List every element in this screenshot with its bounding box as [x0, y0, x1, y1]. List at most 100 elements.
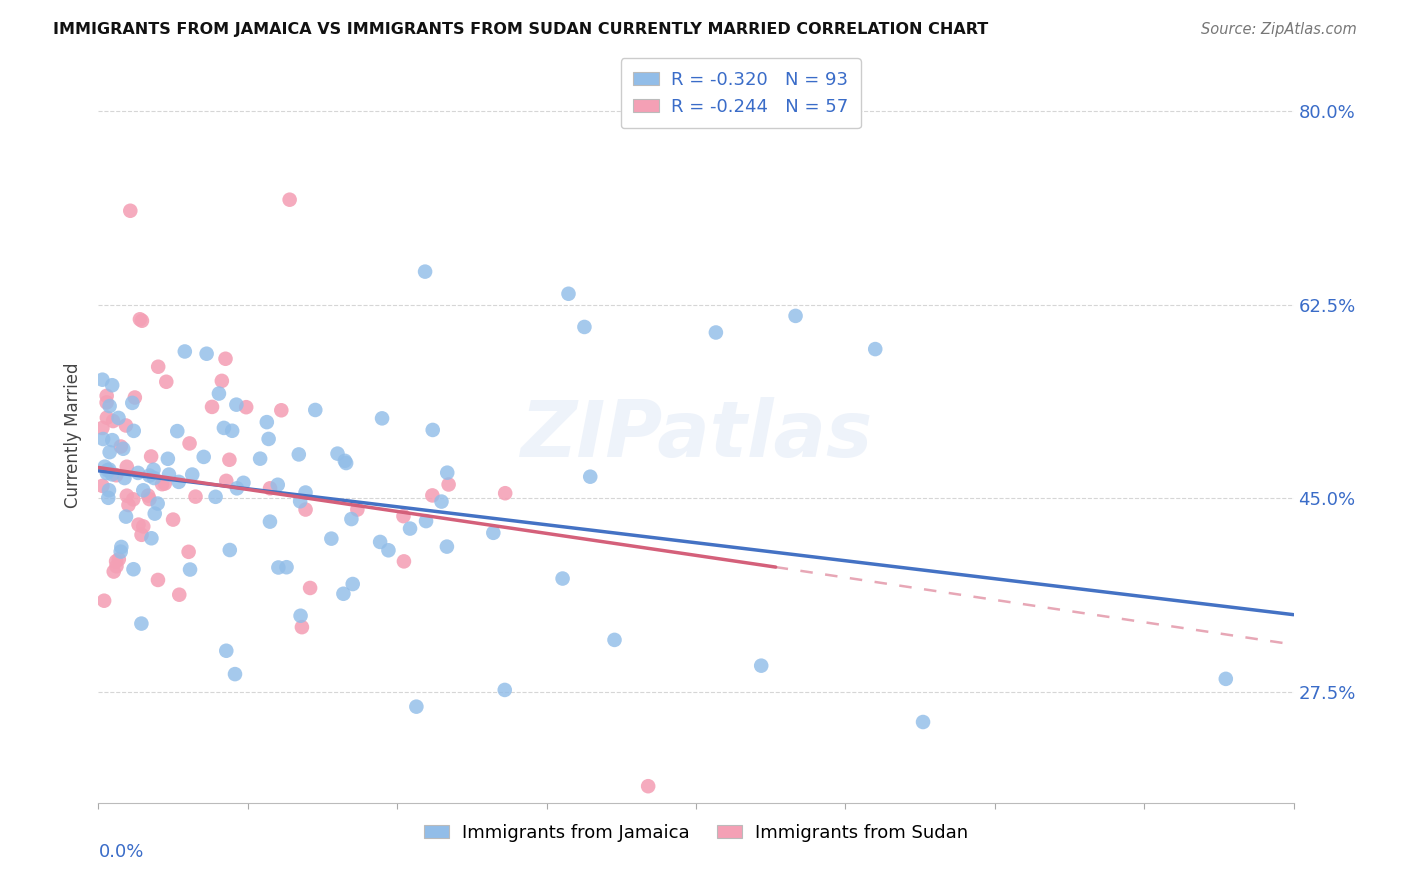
- Point: [122, 562, 145, 576]
- Point: [326, 447, 349, 461]
- Point: [105, 468, 128, 483]
- Point: [249, 451, 271, 466]
- Point: [422, 488, 444, 502]
- Point: [121, 396, 143, 410]
- Point: [557, 286, 579, 301]
- Point: [167, 588, 190, 602]
- Point: [179, 436, 201, 450]
- Point: [96, 463, 118, 477]
- Point: [257, 432, 280, 446]
- Point: [96, 466, 118, 480]
- Point: [290, 608, 312, 623]
- Point: [368, 535, 391, 549]
- Point: [143, 507, 166, 521]
- Point: [193, 450, 215, 464]
- Point: [494, 682, 516, 697]
- Point: [91, 373, 114, 387]
- Point: [637, 779, 659, 793]
- Point: [211, 374, 233, 388]
- Point: [96, 410, 118, 425]
- Point: [148, 359, 170, 374]
- Point: [98, 399, 121, 413]
- Point: [218, 543, 240, 558]
- Point: [304, 403, 326, 417]
- Point: [422, 423, 444, 437]
- Point: [98, 483, 121, 498]
- Legend: Immigrants from Jamaica, Immigrants from Sudan: Immigrants from Jamaica, Immigrants from…: [418, 816, 974, 849]
- Point: [107, 411, 129, 425]
- Point: [146, 497, 169, 511]
- Point: [288, 494, 311, 508]
- Point: [215, 474, 238, 488]
- Point: [785, 309, 807, 323]
- Point: [94, 459, 117, 474]
- Point: [436, 540, 458, 554]
- Y-axis label: Currently Married: Currently Married: [65, 362, 83, 508]
- Point: [96, 389, 118, 403]
- Point: [150, 477, 173, 491]
- Point: [278, 193, 301, 207]
- Point: [259, 515, 281, 529]
- Point: [131, 616, 153, 631]
- Point: [157, 467, 180, 482]
- Point: [212, 421, 235, 435]
- Point: [215, 644, 238, 658]
- Point: [912, 714, 935, 729]
- Point: [415, 514, 437, 528]
- Point: [179, 562, 201, 576]
- Point: [436, 466, 458, 480]
- Point: [103, 565, 125, 579]
- Point: [122, 424, 145, 438]
- Point: [579, 469, 602, 483]
- Point: [392, 554, 415, 568]
- Point: [115, 459, 138, 474]
- Point: [865, 342, 887, 356]
- Point: [98, 445, 121, 459]
- Point: [138, 492, 160, 507]
- Point: [115, 418, 138, 433]
- Point: [276, 560, 298, 574]
- Point: [120, 203, 142, 218]
- Point: [131, 528, 153, 542]
- Point: [1215, 672, 1237, 686]
- Point: [141, 531, 163, 545]
- Point: [184, 490, 207, 504]
- Point: [294, 502, 316, 516]
- Point: [342, 577, 364, 591]
- Point: [335, 456, 357, 470]
- Point: [124, 391, 146, 405]
- Point: [430, 494, 453, 508]
- Point: [91, 432, 114, 446]
- Point: [208, 386, 231, 401]
- Point: [91, 421, 114, 435]
- Point: [115, 509, 138, 524]
- Point: [131, 314, 153, 328]
- Point: [139, 450, 162, 464]
- Point: [232, 475, 254, 490]
- Point: [155, 375, 177, 389]
- Point: [603, 632, 626, 647]
- Point: [98, 462, 121, 476]
- Point: [177, 545, 200, 559]
- Point: [377, 543, 399, 558]
- Point: [482, 525, 505, 540]
- Point: [321, 532, 343, 546]
- Point: [129, 312, 152, 326]
- Point: [97, 491, 120, 505]
- Point: [259, 481, 281, 495]
- Point: [371, 411, 394, 425]
- Point: [132, 483, 155, 498]
- Point: [201, 400, 224, 414]
- Point: [153, 476, 176, 491]
- Point: [270, 403, 292, 417]
- Point: [136, 489, 159, 503]
- Point: [127, 466, 149, 480]
- Point: [574, 320, 596, 334]
- Point: [114, 471, 136, 485]
- Point: [117, 498, 139, 512]
- Point: [235, 400, 257, 414]
- Text: IMMIGRANTS FROM JAMAICA VS IMMIGRANTS FROM SUDAN CURRENTLY MARRIED CORRELATION C: IMMIGRANTS FROM JAMAICA VS IMMIGRANTS FR…: [53, 22, 988, 37]
- Point: [162, 512, 184, 526]
- Point: [226, 481, 249, 495]
- Point: [267, 560, 290, 574]
